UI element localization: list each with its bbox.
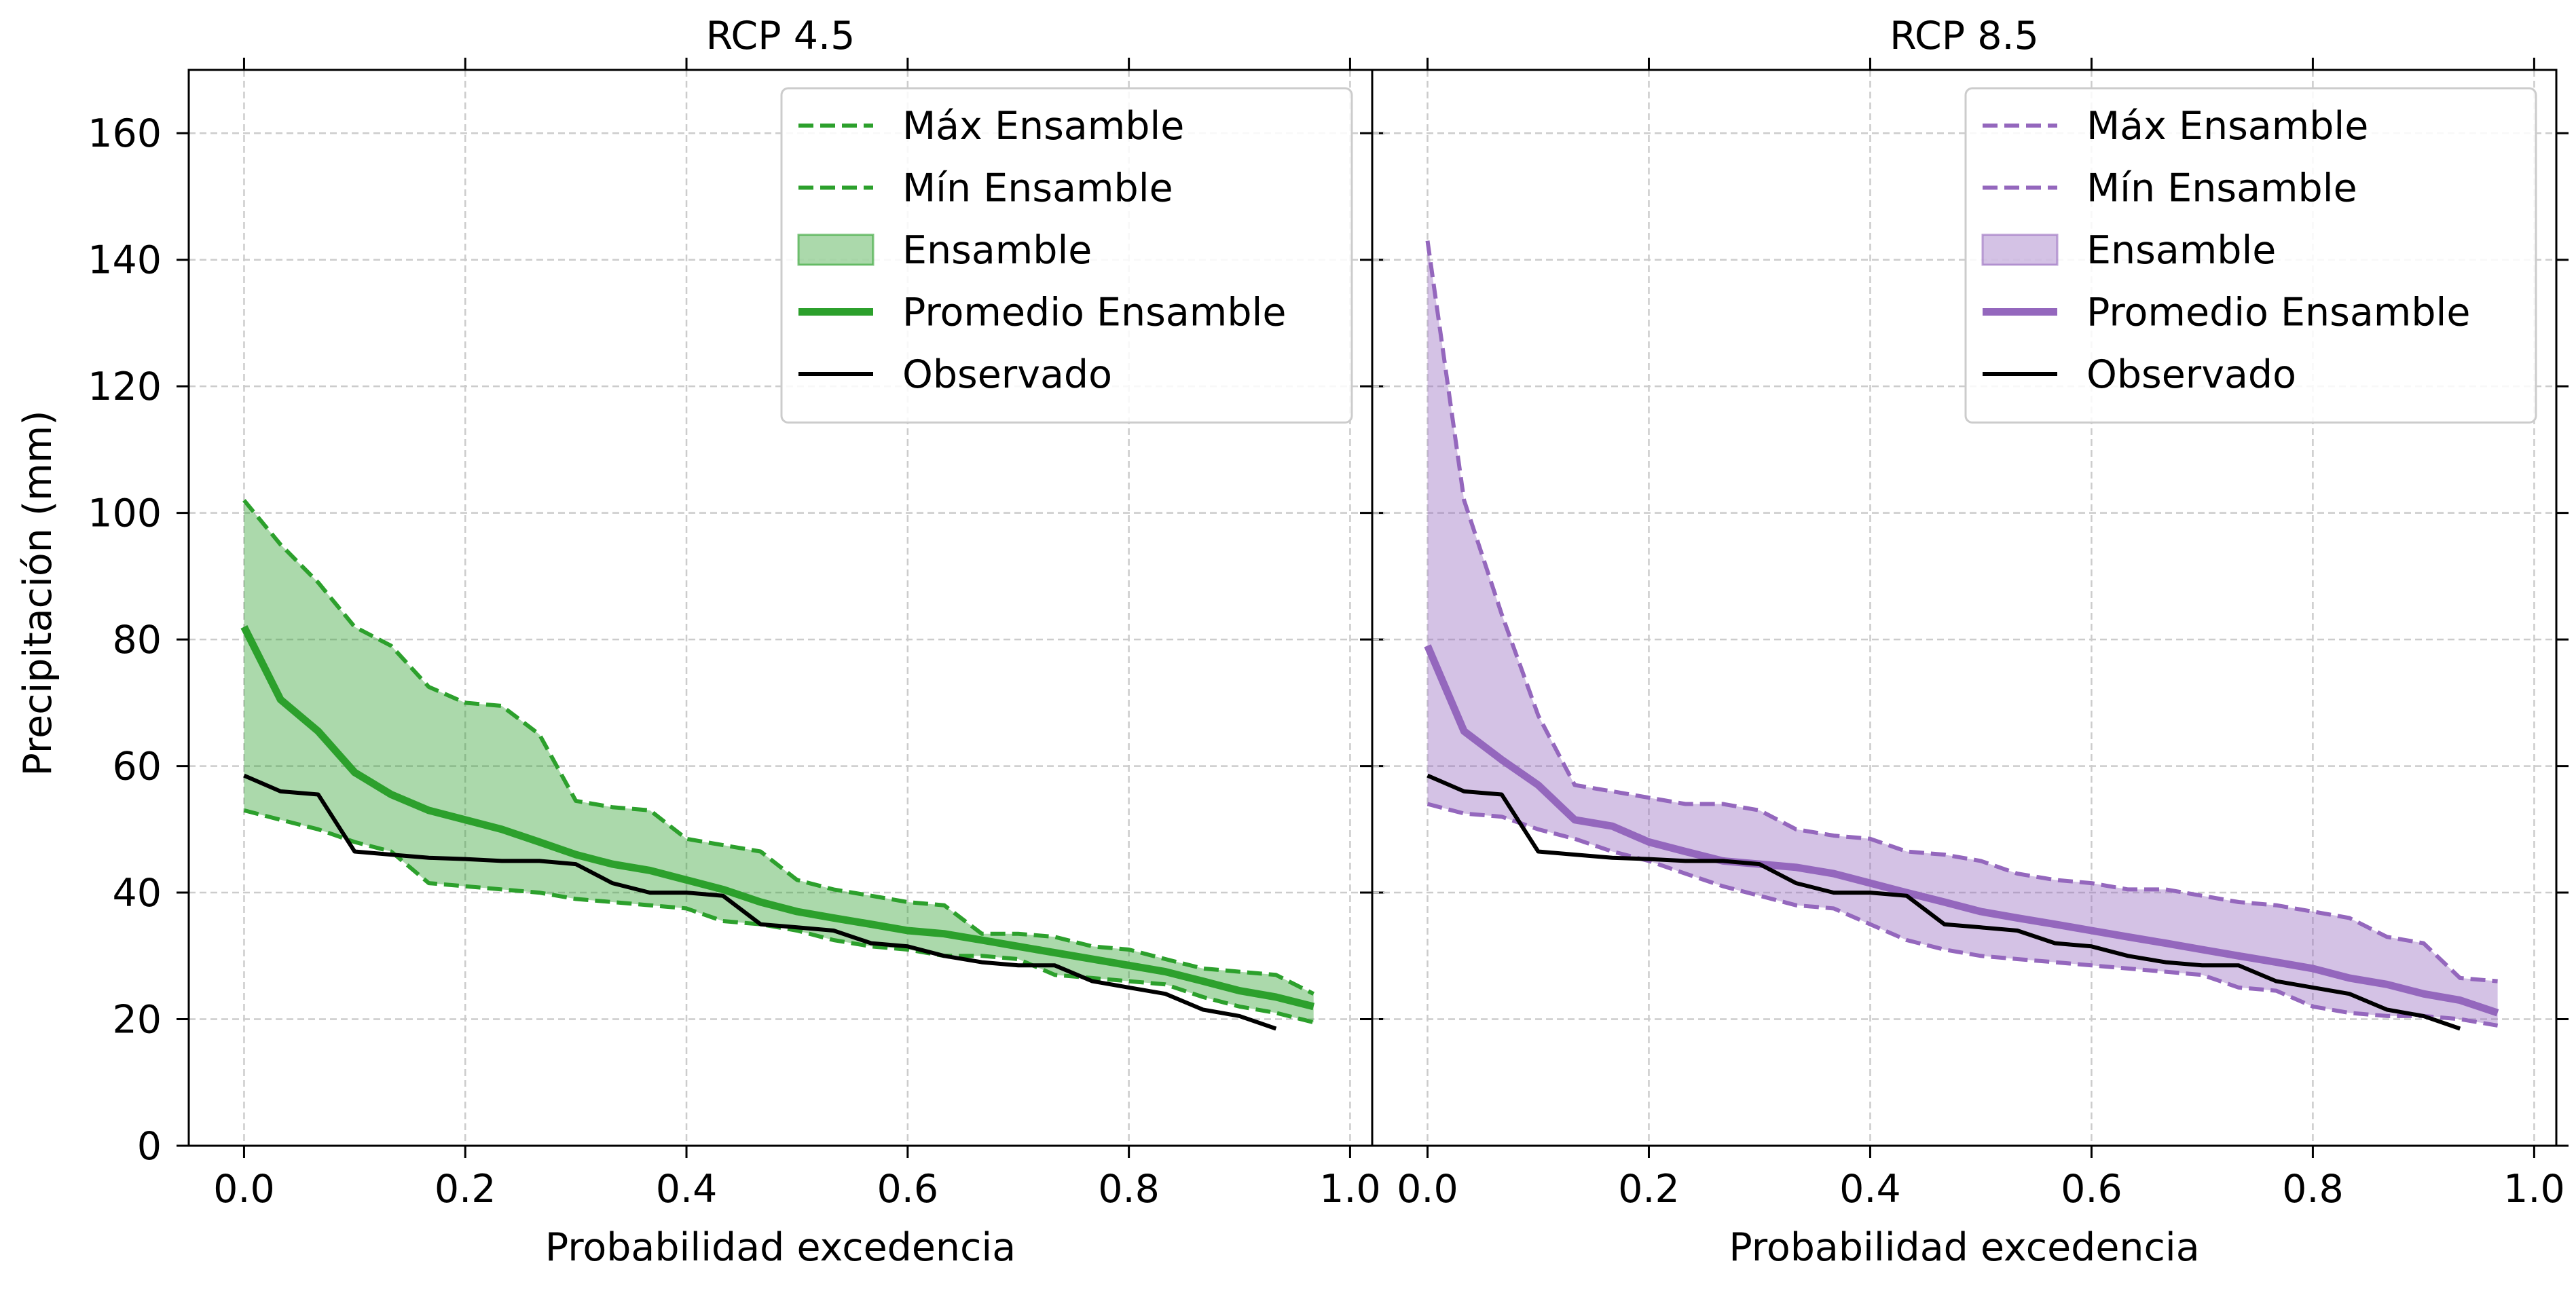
x-tick-label: 1.0 [1319, 1167, 1381, 1212]
legend-box [780, 87, 1353, 424]
x-tick-label: 1.0 [2503, 1167, 2565, 1212]
panel-rcp45: 0.0 0.2 0.4 0.6 0.8 1.0 0 20 40 60 80 100 120 140 160 R… [88, 14, 1384, 1270]
y-tick-label: 100 [88, 491, 162, 536]
series-line-observado [243, 773, 1277, 1031]
y-tick-label: 140 [88, 238, 162, 283]
legend-item-promedio-ensamble: Promedio Ensamble [798, 291, 1286, 335]
x-axis-title: Probabilidad excedencia [545, 1225, 1016, 1270]
legend-label: Máx Ensamble [2086, 104, 2368, 149]
y-axis-title: Precipitación (mm) [16, 411, 60, 777]
series-line-min-ensamble [1427, 802, 2499, 1028]
legend-label: Mín Ensamble [2086, 166, 2357, 211]
y-tick-label: 20 [112, 998, 162, 1043]
panel-rcp85: 0.0 0.2 0.4 0.6 0.8 1.0 RCP 8.5 Probabilidad ex… [1360, 14, 2569, 1270]
legend-box [1964, 87, 2537, 424]
x-tick-label: 0.2 [1618, 1167, 1680, 1212]
y-tick-label: 160 [88, 111, 162, 156]
legend: Máx Ensamble Mín Ensamble Ensamble Promedio… [1964, 87, 2537, 424]
legend-label: Observado [902, 352, 1112, 397]
legend-item-min-ensamble: Mín Ensamble [798, 166, 1173, 211]
x-tick-label: 0.8 [2282, 1167, 2344, 1212]
y-tick-label: 0 [137, 1124, 162, 1169]
x-axis-title: Probabilidad excedencia [1729, 1225, 2199, 1270]
x-tick-label: 0.4 [656, 1167, 718, 1212]
legend-label: Ensamble [2086, 228, 2276, 273]
series-line-max-ensamble [1425, 240, 2498, 984]
legend-item-ensamble: Ensamble [797, 228, 1092, 273]
legend-item-max-ensamble: Máx Ensamble [1983, 104, 2368, 149]
legend-item-observado: Observado [1983, 352, 2296, 397]
legend-label: Máx Ensamble [902, 104, 1184, 149]
y-tick-label: 60 [112, 745, 162, 789]
series-line-max-ensamble [242, 499, 1315, 996]
plot-frame [1371, 69, 2558, 1147]
legend-swatch-band [1981, 233, 2059, 266]
x-tick-label: 0.0 [1397, 1167, 1458, 1212]
x-tick-label: 0.6 [877, 1167, 939, 1212]
x-tick-label: 0.4 [1839, 1167, 1901, 1212]
y-tick-label: 120 [88, 364, 162, 409]
legend-label: Promedio Ensamble [902, 291, 1286, 335]
x-tick-label: 0.8 [1098, 1167, 1160, 1212]
legend-item-ensamble: Ensamble [1981, 228, 2276, 273]
ensemble-band [1427, 240, 2498, 1026]
legend-item-min-ensamble: Mín Ensamble [1983, 166, 2357, 211]
y-tick-label: 80 [112, 618, 162, 662]
legend-item-promedio-ensamble: Promedio Ensamble [1983, 291, 2470, 335]
legend-label: Promedio Ensamble [2086, 291, 2470, 335]
legend-swatch-band [797, 233, 875, 266]
legend: Máx Ensamble Mín Ensamble Ensamble Promedio… [780, 87, 1353, 424]
x-tick-label: 0.6 [2061, 1167, 2122, 1212]
legend-item-observado: Observado [798, 352, 1112, 397]
legend-item-max-ensamble: Máx Ensamble [798, 104, 1184, 149]
legend-label: Observado [2086, 352, 2296, 397]
x-tick-label: 0.0 [213, 1167, 275, 1212]
panel-title: RCP 8.5 [1890, 14, 2039, 58]
legend-label: Ensamble [902, 228, 1092, 273]
series-line-promedio-ensamble [1424, 644, 2499, 1017]
series-line-observado [1427, 773, 2461, 1031]
legend-label: Mín Ensamble [902, 166, 1173, 211]
panel-title: RCP 4.5 [706, 14, 855, 58]
series-line-promedio-ensamble [240, 625, 1315, 1011]
x-tick-label: 0.2 [435, 1167, 496, 1212]
y-tick-label: 40 [112, 871, 162, 916]
